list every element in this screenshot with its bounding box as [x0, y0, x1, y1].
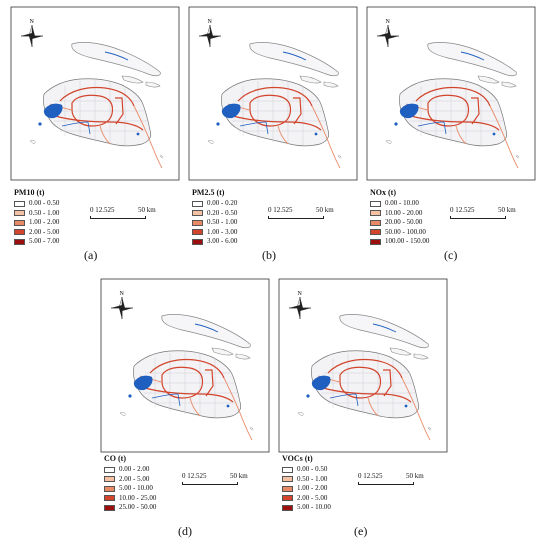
- emission-map-d: [100, 278, 270, 453]
- legend-d: CO (t) 0.00 - 2.00 2.00 - 5.00 5.00 - 10…: [104, 454, 156, 513]
- legend-item: 0.20 - 0.50: [192, 209, 237, 219]
- legend-item: 100.00 - 150.00: [370, 237, 429, 247]
- legend-swatch: [282, 504, 293, 511]
- scale-line: [450, 216, 506, 219]
- legend-swatch: [370, 229, 381, 236]
- legend-swatch: [370, 200, 381, 207]
- scale-label-end: 50 km: [316, 206, 334, 214]
- legend-item: 2.00 - 5.00: [104, 475, 156, 485]
- legend-item: 5.00 - 10.00: [104, 484, 156, 494]
- legend-swatch: [370, 210, 381, 217]
- panel-a: PM10 (t) 0.00 - 0.50 0.50 - 1.00 1.00 - …: [10, 6, 180, 266]
- legend-swatch: [370, 219, 381, 226]
- legend-item: 25.00 - 50.00: [104, 503, 156, 513]
- caption-a: (a): [84, 248, 98, 262]
- scale-label-start: 0 12.525: [268, 206, 293, 214]
- legend-a: PM10 (t) 0.00 - 0.50 0.50 - 1.00 1.00 - …: [14, 188, 59, 247]
- scale-label-start: 0 12.525: [450, 206, 475, 214]
- legend-item: 5.00 - 7.00: [14, 237, 59, 247]
- scale-label-start: 0 12.525: [182, 472, 207, 480]
- caption-b: (b): [262, 248, 276, 262]
- legend-item: 1.00 - 3.00: [192, 228, 237, 238]
- legend-swatch: [192, 210, 203, 217]
- legend-item: 0.00 - 10.00: [370, 199, 429, 209]
- scale-line: [90, 216, 146, 219]
- legend-title: NOx (t): [370, 188, 396, 197]
- legend-b: PM2.5 (t) 0.00 - 0.20 0.20 - 0.50 0.50 -…: [192, 188, 237, 247]
- legend-item: 0.50 - 1.00: [14, 209, 59, 219]
- legend-item: 5.00 - 10.00: [282, 503, 331, 513]
- legend-swatch: [104, 485, 115, 492]
- panel-d: CO (t) 0.00 - 2.00 2.00 - 5.00 5.00 - 10…: [100, 278, 270, 543]
- legend-item: 0.50 - 1.00: [282, 475, 331, 485]
- panel-e: VOCs (t) 0.00 - 0.50 0.50 - 1.00 1.00 - …: [278, 278, 448, 543]
- legend-swatch: [14, 200, 25, 207]
- legend-c: NOx (t) 0.00 - 10.00 10.00 - 20.00 20.00…: [370, 188, 429, 247]
- emission-map-b: [188, 6, 358, 181]
- panel-b: PM2.5 (t) 0.00 - 0.20 0.20 - 0.50 0.50 -…: [188, 6, 358, 266]
- caption-d: (d): [178, 524, 192, 538]
- legend-swatch: [104, 504, 115, 511]
- scale-label-start: 0 12.525: [358, 472, 383, 480]
- legend-title: CO (t): [104, 454, 126, 463]
- legend-swatch: [282, 466, 293, 473]
- caption-c: (c): [444, 248, 458, 262]
- legend-swatch: [192, 200, 203, 207]
- legend-item: 10.00 - 25.00: [104, 494, 156, 504]
- legend-item: 0.00 - 0.20: [192, 199, 237, 209]
- legend-item: 10.00 - 20.00: [370, 209, 429, 219]
- legend-swatch: [14, 219, 25, 226]
- scale-label-end: 50 km: [138, 206, 156, 214]
- legend-swatch: [282, 476, 293, 483]
- legend-swatch: [192, 238, 203, 245]
- legend-item: 20.00 - 50.00: [370, 218, 429, 228]
- legend-item: 2.00 - 5.00: [282, 494, 331, 504]
- legend-swatch: [14, 238, 25, 245]
- legend-item: 1.00 - 2.00: [14, 218, 59, 228]
- legend-item: 0.50 - 1.00: [192, 218, 237, 228]
- panel-c: NOx (t) 0.00 - 10.00 10.00 - 20.00 20.00…: [366, 6, 536, 266]
- legend-item: 0.00 - 0.50: [282, 465, 331, 475]
- legend-swatch: [104, 495, 115, 502]
- scale-label-end: 50 km: [230, 472, 248, 480]
- legend-swatch: [14, 229, 25, 236]
- legend-title: VOCs (t): [282, 454, 313, 463]
- legend-swatch: [282, 495, 293, 502]
- legend-item: 0.00 - 2.00: [104, 465, 156, 475]
- legend-item: 1.00 - 2.00: [282, 484, 331, 494]
- caption-e: (e): [354, 524, 368, 538]
- emission-map-c: [366, 6, 536, 181]
- scale-line: [268, 216, 324, 219]
- legend-title: PM10 (t): [14, 188, 45, 197]
- legend-swatch: [104, 466, 115, 473]
- legend-swatch: [104, 476, 115, 483]
- scale-label-end: 50 km: [498, 206, 516, 214]
- emission-map-a: [10, 6, 180, 181]
- scale-label-end: 50 km: [406, 472, 424, 480]
- legend-swatch: [370, 238, 381, 245]
- legend-item: 3.00 - 6.00: [192, 237, 237, 247]
- legend-swatch: [192, 229, 203, 236]
- scale-label-start: 0 12.525: [90, 206, 115, 214]
- legend-item: 0.00 - 0.50: [14, 199, 59, 209]
- legend-item: 50.00 - 100.00: [370, 228, 429, 238]
- legend-swatch: [14, 210, 25, 217]
- legend-item: 2.00 - 5.00: [14, 228, 59, 238]
- legend-e: VOCs (t) 0.00 - 0.50 0.50 - 1.00 1.00 - …: [282, 454, 331, 513]
- scale-line: [358, 482, 414, 485]
- scale-line: [182, 482, 238, 485]
- legend-title: PM2.5 (t): [192, 188, 225, 197]
- emission-map-e: [278, 278, 448, 453]
- legend-swatch: [192, 219, 203, 226]
- legend-swatch: [282, 485, 293, 492]
